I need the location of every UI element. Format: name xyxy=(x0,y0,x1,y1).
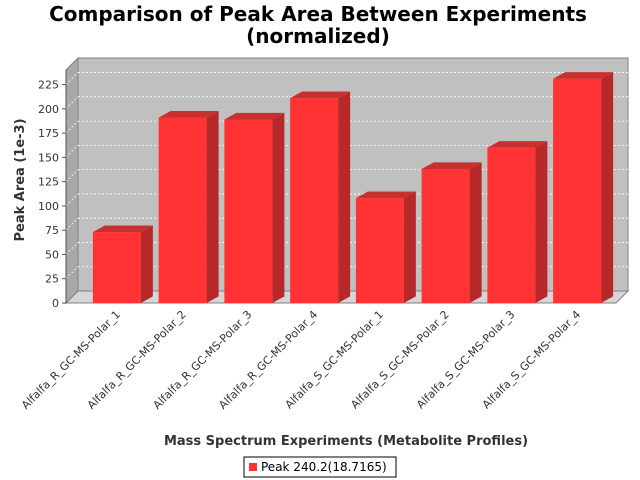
x-axis-title: Mass Spectrum Experiments (Metabolite Pr… xyxy=(164,434,528,449)
bars xyxy=(92,72,614,304)
grid-line-side xyxy=(65,242,79,255)
bar-side xyxy=(206,110,219,304)
bar-front xyxy=(355,198,404,303)
bar-top xyxy=(92,225,153,233)
bar xyxy=(224,112,285,303)
x-axis: Alfalfa_R_GC-MS-Polar_1Alfalfa_R_GC-MS-P… xyxy=(19,308,583,412)
bar-front xyxy=(487,147,536,303)
y-tick-label: 225 xyxy=(38,79,59,92)
bar xyxy=(421,162,482,303)
bar-top xyxy=(290,91,351,99)
y-tick-label: 100 xyxy=(38,200,59,213)
bar-top xyxy=(553,72,614,79)
bar-side xyxy=(403,191,416,303)
bar-front xyxy=(92,232,141,303)
bar xyxy=(290,91,351,303)
y-axis-title: Peak Area (1e-3) xyxy=(13,118,28,241)
y-tick-label: 25 xyxy=(45,273,59,286)
bar-side xyxy=(535,141,548,303)
bar-side xyxy=(469,162,482,303)
plot-side-wall xyxy=(65,56,79,305)
y-tick-label: 125 xyxy=(38,176,59,189)
bar-front xyxy=(421,169,470,303)
bar-front xyxy=(553,78,602,303)
bar-top xyxy=(487,141,548,148)
y-axis: 0 25 50 75 100 125 150 175 200 225 xyxy=(38,70,67,310)
bar xyxy=(487,141,548,303)
chart-title-line-2: (normalized) xyxy=(246,24,390,48)
grid-line-side xyxy=(65,169,79,182)
bar-top xyxy=(158,110,219,118)
chart-title: Comparison of Peak Area Between Experime… xyxy=(49,2,587,48)
bar-top xyxy=(355,191,416,199)
y-tick-label: 75 xyxy=(45,224,59,237)
y-tick-label: 175 xyxy=(38,127,59,140)
legend-swatch xyxy=(249,463,257,471)
bar-side xyxy=(140,225,153,303)
y-tick-label: 150 xyxy=(38,151,59,164)
bar-top xyxy=(421,162,482,170)
grid-line-side xyxy=(65,72,79,85)
bar-front xyxy=(224,119,273,303)
bar-side xyxy=(338,91,351,303)
bar-side xyxy=(272,112,285,303)
bar-top xyxy=(224,112,285,120)
bar xyxy=(553,72,614,303)
bar-front xyxy=(290,98,339,303)
grid-line-side xyxy=(65,120,79,134)
grid-lines xyxy=(65,72,628,280)
legend: Peak 240.2(18.7165) xyxy=(243,456,397,478)
bar-side xyxy=(601,72,614,303)
grid-line-side xyxy=(65,193,79,207)
legend-box xyxy=(243,456,397,478)
y-tick-label: 50 xyxy=(45,248,59,261)
grid-line-side xyxy=(65,96,79,110)
y-tick-label: 0 xyxy=(52,297,59,310)
grid-line-side xyxy=(65,266,79,280)
bar xyxy=(355,191,416,303)
bar-front xyxy=(158,117,207,303)
grid-line-side xyxy=(65,145,79,158)
grid-line-side xyxy=(65,217,79,231)
bar xyxy=(92,225,153,303)
chart-title-line-1: Comparison of Peak Area Between Experime… xyxy=(49,2,587,26)
legend-label: Peak 240.2(18.7165) xyxy=(261,460,387,474)
bar xyxy=(158,110,219,304)
y-tick-label: 200 xyxy=(38,103,59,116)
